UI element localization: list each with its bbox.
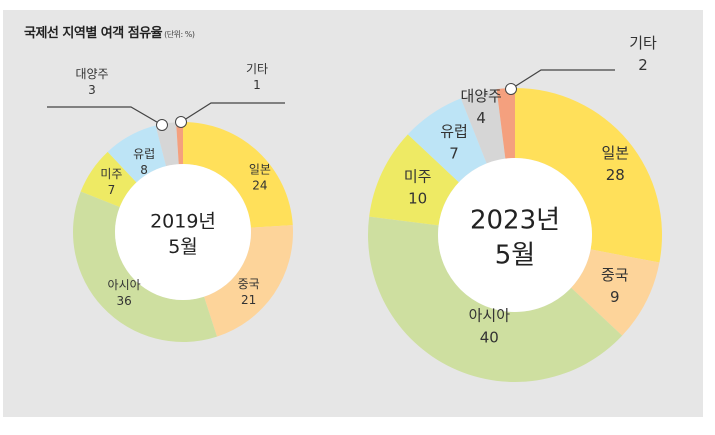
chart-2023-slice-label: 중국 xyxy=(601,266,629,284)
chart-2023-slice-5 xyxy=(460,89,506,164)
chart-2019-slice-value: 36 xyxy=(116,294,131,308)
chart-2019-leader-line xyxy=(47,106,163,126)
chart-2023-slice-label: 기타 xyxy=(629,34,657,52)
chart-2019-slice-1 xyxy=(204,225,293,337)
chart-2023-center-label: 5월 xyxy=(495,241,535,271)
chart-2023-slice-value: 28 xyxy=(606,166,625,184)
chart-2023-slice-label: 미주 xyxy=(404,168,432,186)
chart-2019-center-hole xyxy=(115,164,251,300)
chart-2023-center-label: 2023년 xyxy=(470,206,560,236)
chart-2023-slice-value: 4 xyxy=(476,109,486,127)
chart-2019-slice-value: 21 xyxy=(241,293,256,307)
chart-2019-slice-value: 3 xyxy=(88,83,96,97)
chart-2023-leader-dot xyxy=(505,83,517,95)
chart-2023-slice-6 xyxy=(496,88,515,159)
chart-2019-slice-label: 아시아 xyxy=(108,278,141,292)
chart-2019-leader-dot xyxy=(175,116,187,128)
chart-2019-slice-2 xyxy=(73,191,217,342)
chart-2023-center-hole xyxy=(438,158,592,312)
chart-2023-slice-value: 7 xyxy=(449,145,459,163)
chart-title-text: 국제선 지역별 여객 점유율 xyxy=(24,26,163,41)
chart-2019-slice-5 xyxy=(155,122,179,167)
chart-2019-slice-3 xyxy=(80,151,137,207)
chart-2019-slice-label: 일본 xyxy=(249,162,271,176)
chart-2019-slice-value: 1 xyxy=(253,78,261,92)
chart-2023-slice-label: 아시아 xyxy=(469,307,511,325)
chart-2023-slice-value: 2 xyxy=(638,56,648,74)
chart-2019-slice-label: 중국 xyxy=(238,277,260,291)
chart-2019-slice-value: 8 xyxy=(140,163,148,177)
chart-2023-slice-value: 10 xyxy=(408,190,427,208)
chart-2023-slice-2 xyxy=(368,216,623,382)
chart-2023-slice-value: 40 xyxy=(480,329,499,347)
chart-2023-slice-4 xyxy=(407,98,487,183)
chart-2019-slice-value: 24 xyxy=(252,178,267,192)
chart-2019-slice-label: 기타 xyxy=(246,62,268,76)
chart-2019-center-label: 2019년 xyxy=(150,210,216,232)
chart-title: 국제선 지역별 여객 점유율 (단위: %) xyxy=(24,22,195,41)
chart-2023-slice-label: 유럽 xyxy=(440,123,468,141)
chart-2023-slice-value: 9 xyxy=(610,288,620,306)
chart-2019-leader-line xyxy=(180,102,285,123)
chart-2019-center-label: 5월 xyxy=(168,236,198,258)
chart-2019-slice-0 xyxy=(183,122,293,228)
chart-2023-slice-0 xyxy=(515,88,663,263)
chart-2023-slice-label: 일본 xyxy=(601,144,629,162)
unit-note: (단위: %) xyxy=(164,30,195,39)
chart-2019-slice-label: 유럽 xyxy=(133,147,155,161)
chart-2019-slice-value: 7 xyxy=(108,183,116,197)
chart-2023-slice-1 xyxy=(571,249,660,336)
chart-2019-slice-4 xyxy=(107,125,167,183)
chart-2023-leader-line xyxy=(510,69,615,90)
chart-2019-slice-label: 미주 xyxy=(100,167,122,181)
chart-2019-leader-dot xyxy=(156,119,168,131)
chart-2019-slice-label: 대양주 xyxy=(75,67,108,81)
chart-2023-slice-label: 대양주 xyxy=(460,87,501,105)
chart-2023-slice-3 xyxy=(369,134,459,226)
chart-2019-slice-6 xyxy=(176,122,183,165)
